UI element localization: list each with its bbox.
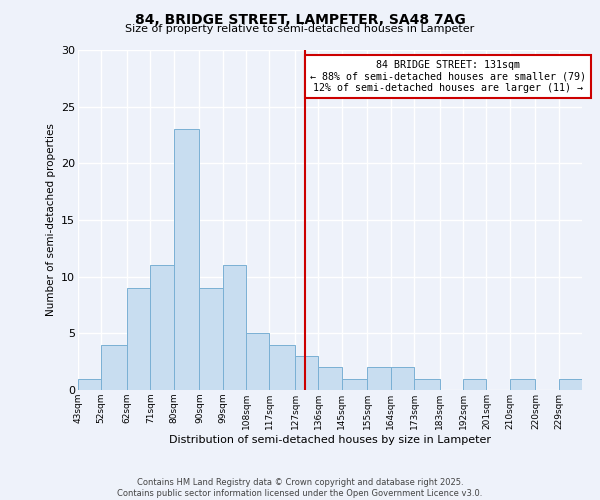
Bar bbox=[101, 344, 127, 390]
Bar bbox=[199, 288, 223, 390]
Bar bbox=[463, 378, 487, 390]
Bar bbox=[559, 378, 582, 390]
Bar bbox=[173, 130, 199, 390]
Text: 84, BRIDGE STREET, LAMPETER, SA48 7AG: 84, BRIDGE STREET, LAMPETER, SA48 7AG bbox=[134, 12, 466, 26]
Bar bbox=[367, 368, 391, 390]
Bar bbox=[414, 378, 440, 390]
Bar bbox=[127, 288, 151, 390]
Bar bbox=[78, 378, 101, 390]
Bar bbox=[246, 334, 269, 390]
Text: Size of property relative to semi-detached houses in Lampeter: Size of property relative to semi-detach… bbox=[125, 24, 475, 34]
Bar bbox=[319, 368, 341, 390]
Bar bbox=[223, 266, 246, 390]
Bar bbox=[151, 266, 173, 390]
Y-axis label: Number of semi-detached properties: Number of semi-detached properties bbox=[46, 124, 56, 316]
Bar bbox=[269, 344, 295, 390]
Bar bbox=[341, 378, 367, 390]
X-axis label: Distribution of semi-detached houses by size in Lampeter: Distribution of semi-detached houses by … bbox=[169, 434, 491, 444]
Text: Contains HM Land Registry data © Crown copyright and database right 2025.
Contai: Contains HM Land Registry data © Crown c… bbox=[118, 478, 482, 498]
Text: 84 BRIDGE STREET: 131sqm
← 88% of semi-detached houses are smaller (79)
12% of s: 84 BRIDGE STREET: 131sqm ← 88% of semi-d… bbox=[310, 60, 586, 94]
Bar bbox=[509, 378, 535, 390]
Bar bbox=[295, 356, 319, 390]
Bar bbox=[391, 368, 414, 390]
